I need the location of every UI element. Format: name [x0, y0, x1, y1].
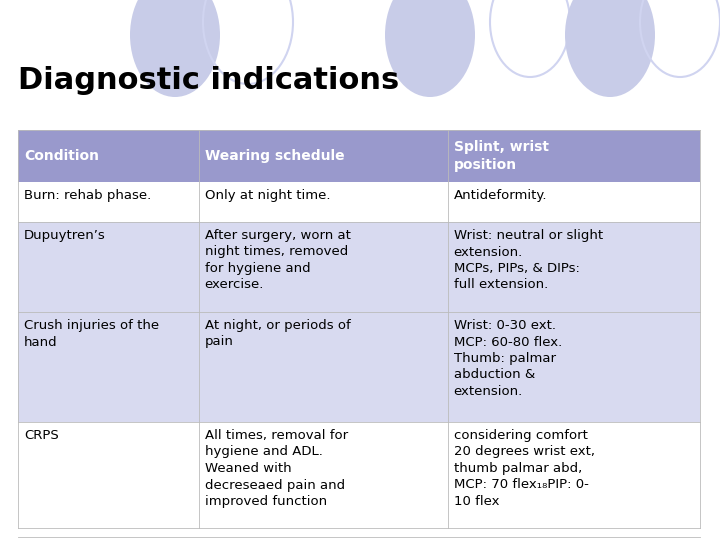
- Bar: [18, 422, 700, 537]
- Text: Burn: rehab phase.: Burn: rehab phase.: [24, 189, 151, 202]
- Text: Dupuytren’s: Dupuytren’s: [24, 229, 106, 242]
- Ellipse shape: [385, 0, 475, 97]
- Text: considering comfort
20 degrees wrist ext,
thumb palmar abd,
MCP: 70 flex₁₈PIP: 0: considering comfort 20 degrees wrist ext…: [454, 429, 595, 508]
- Text: CRPS: CRPS: [24, 429, 59, 442]
- Text: Crush injuries of the
hand: Crush injuries of the hand: [24, 319, 159, 348]
- Bar: [18, 312, 700, 422]
- Text: Splint, wrist
position: Splint, wrist position: [454, 140, 549, 172]
- Text: After surgery, worn at
night times, removed
for hygiene and
exercise.: After surgery, worn at night times, remo…: [204, 229, 351, 292]
- Text: Diagnostic indications: Diagnostic indications: [18, 66, 400, 95]
- Bar: [18, 182, 700, 222]
- Text: Condition: Condition: [24, 149, 99, 163]
- Text: At night, or periods of
pain: At night, or periods of pain: [204, 319, 351, 348]
- Text: Antideformity.: Antideformity.: [454, 189, 547, 202]
- Text: Only at night time.: Only at night time.: [204, 189, 330, 202]
- Bar: [18, 222, 700, 312]
- Text: Wearing schedule: Wearing schedule: [204, 149, 344, 163]
- Ellipse shape: [130, 0, 220, 97]
- Text: Wrist: 0-30 ext.
MCP: 60-80 flex.
Thumb: palmar
abduction &
extension.: Wrist: 0-30 ext. MCP: 60-80 flex. Thumb:…: [454, 319, 562, 398]
- Text: Wrist: neutral or slight
extension.
MCPs, PIPs, & DIPs:
full extension.: Wrist: neutral or slight extension. MCPs…: [454, 229, 603, 292]
- Bar: [18, 130, 700, 182]
- Text: All times, removal for
hygiene and ADL.
Weaned with
decreseaed pain and
improved: All times, removal for hygiene and ADL. …: [204, 429, 348, 508]
- Ellipse shape: [565, 0, 655, 97]
